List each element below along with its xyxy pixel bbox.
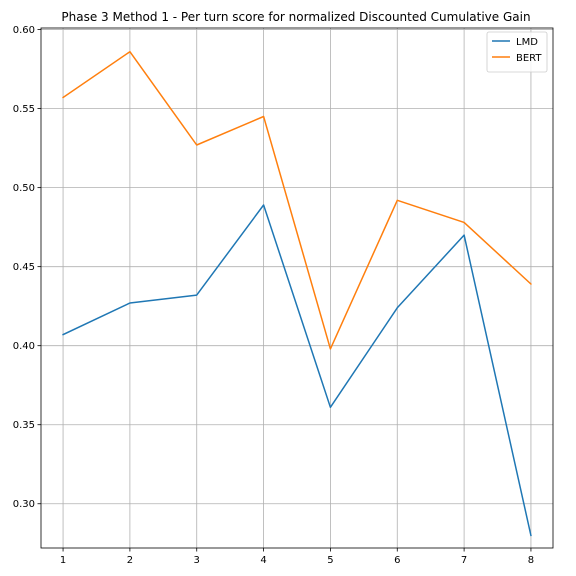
legend: LMD BERT [486,31,548,73]
tick-layer: 1 2 3 4 5 6 7 8 0.30 0.35 0.40 0.45 0.50 0.55 0.60 [13,25,534,566]
y-tick-label: 0.40 [13,341,35,352]
y-tick-label: 0.55 [13,104,35,115]
x-tick-label: 3 [194,555,200,566]
y-tick-label: 0.35 [13,420,35,431]
x-tick-label: 4 [260,555,266,566]
grid-layer [41,28,553,548]
x-tick-label: 2 [127,555,133,566]
chart-title: Phase 3 Method 1 - Per turn score for no… [61,10,530,24]
y-tick-label: 0.50 [13,183,35,194]
legend-label-lmd: LMD [516,37,538,48]
series-line-bert [62,50,532,350]
axes-frame [40,27,554,549]
x-tick-label: 8 [528,555,534,566]
y-tick-label: 0.60 [13,25,35,36]
y-tick-label: 0.30 [13,499,35,510]
x-tick-label: 7 [461,555,467,566]
x-tick-label: 5 [327,555,333,566]
legend-label-bert: BERT [516,53,542,64]
series-line-lmd [62,204,532,537]
legend-box [486,31,548,73]
x-tick-label: 1 [60,555,66,566]
y-tick-label: 0.45 [13,262,35,273]
series-layer [62,50,532,537]
x-tick-label: 6 [394,555,400,566]
